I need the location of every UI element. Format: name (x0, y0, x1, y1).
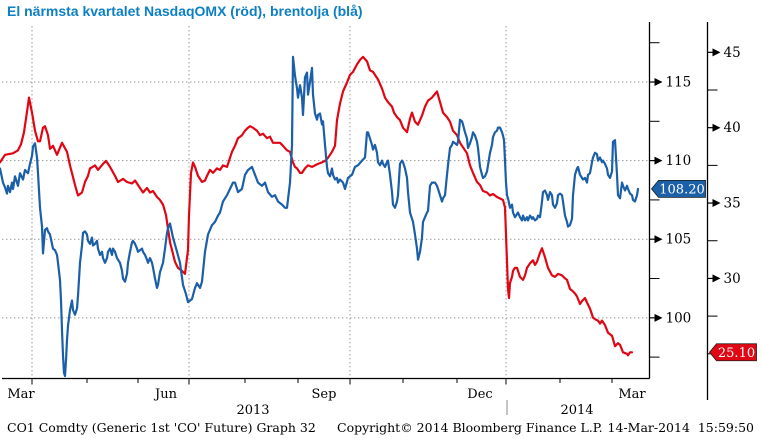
y-axis-tick-label: 100 (666, 310, 692, 326)
y-axis-tick-label: 115 (666, 75, 692, 91)
nasdaqomx-last-price-label-flag (708, 343, 757, 362)
nasdaqomx-last-price-label-value: 25.10 (718, 346, 755, 361)
y-axis-tick-label: 40 (724, 120, 741, 136)
footer-ticker-text: CO1 Comdty (Generic 1st 'CO' Future) Gra… (7, 420, 316, 435)
footer-copyright-text: Copyright© 2014 Bloomberg Finance L.P. (337, 420, 603, 435)
y-axis-tick-label: 30 (724, 271, 741, 287)
brentolja-price-line (0, 55, 640, 378)
x-axis-year-label: 2013 (236, 403, 269, 418)
tick-arrow-icon (654, 78, 663, 87)
nasdaqomx-price-line (0, 55, 634, 357)
chart-title: El närmsta kvartalet NasdaqOMX (röd), br… (7, 3, 363, 19)
y-axis-tick-label: 35 (724, 196, 741, 212)
x-axis-month-label: Dec (467, 387, 492, 402)
tick-arrow-icon (712, 123, 721, 132)
brent-last-price-label-value: 108.20 (659, 182, 705, 197)
y-axis-tick-label: 105 (666, 232, 692, 248)
x-axis-month-label: Mar (618, 387, 646, 402)
brent-last-price-label-flag (650, 180, 706, 198)
tick-arrow-icon (654, 156, 663, 165)
tick-arrow-icon (712, 48, 721, 57)
x-axis-month-label: Jun (153, 387, 178, 402)
x-axis-month-label: Mar (7, 387, 35, 402)
tick-arrow-icon (654, 313, 663, 322)
x-axis-year-label: 2014 (560, 403, 593, 418)
x-axis-month-label: Sep (312, 387, 337, 402)
footer-timestamp-text: 14-Mar-2014 15:59:50 (607, 420, 754, 435)
y-axis-tick-label: 45 (724, 45, 741, 61)
tick-arrow-icon (712, 274, 721, 283)
y-axis-tick-label: 110 (666, 153, 692, 169)
tick-arrow-icon (712, 199, 721, 208)
tick-arrow-icon (654, 235, 663, 244)
